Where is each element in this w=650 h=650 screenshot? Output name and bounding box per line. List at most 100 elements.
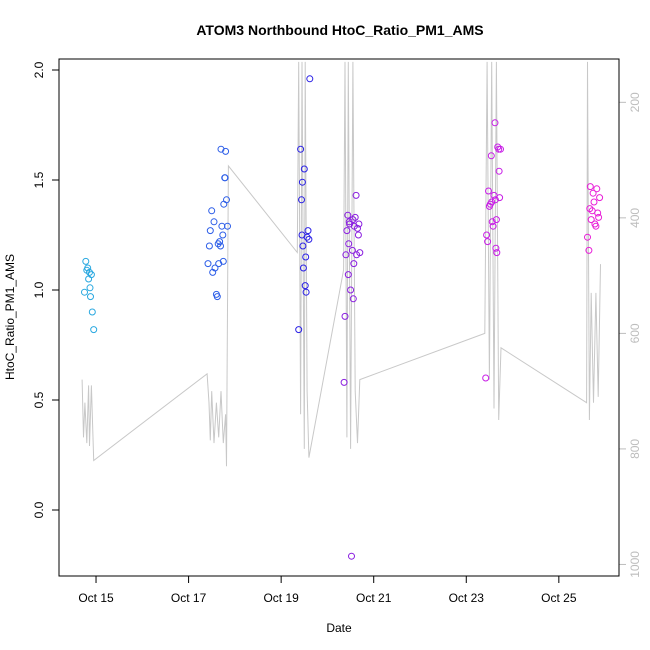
data-point-s3-0: [341, 312, 349, 320]
data-point-s0-3: [84, 264, 92, 272]
data-point-s1-22: [224, 222, 231, 230]
y2-tick-label-1: 400: [628, 208, 642, 228]
data-point-s1-5: [210, 218, 218, 226]
y2-tick-label-4: 1000: [628, 551, 642, 578]
y2-tick-label-2: 600: [628, 323, 642, 343]
y2-tick-label-3: 800: [628, 439, 642, 459]
secondary-line-layer: [81, 61, 601, 467]
y-tick-label-1: 0.5: [32, 391, 46, 408]
data-point-s2-0: [295, 326, 303, 334]
secondary-series-line: [81, 61, 601, 467]
data-point-s3-19: [355, 220, 363, 228]
data-point-s4-1: [483, 231, 491, 239]
data-point-s2-9: [302, 253, 310, 261]
data-point-s1-11: [216, 238, 224, 246]
data-point-s0-7: [87, 293, 94, 301]
data-point-s5-9: [592, 222, 600, 230]
data-point-s2-12: [304, 227, 312, 235]
data-point-s3-17: [354, 224, 361, 232]
data-point-s4-6: [487, 152, 495, 160]
x-axis-label: Date: [326, 621, 352, 635]
data-point-s1-12: [217, 242, 224, 250]
data-point-s3-21: [340, 378, 348, 386]
data-point-s2-5: [299, 242, 307, 250]
axes-layer: Oct 15 Oct 17 Oct 19 Oct 21 Oct 23 Oct 25 0.0 0…: [32, 61, 642, 605]
data-point-s5-6: [589, 189, 597, 197]
chart-title: ATOM3 Northbound HtoC_Ratio_PM1_AMS: [196, 22, 483, 38]
plot-frame: [58, 58, 620, 577]
data-point-s1-21: [223, 196, 230, 204]
data-point-s3-8: [348, 552, 355, 560]
data-point-s2-10: [302, 288, 310, 296]
data-point-s4-2: [484, 238, 492, 246]
data-point-s0-1: [82, 257, 90, 265]
data-point-s0-5: [86, 268, 93, 276]
data-point-s3-3: [344, 211, 352, 219]
data-point-s3-15: [352, 191, 360, 199]
data-point-s5-2: [586, 205, 594, 213]
x-tick-label-4: Oct 23: [449, 591, 485, 605]
x-tick-label-0: Oct 15: [78, 591, 114, 605]
x-tick-label-5: Oct 25: [541, 591, 577, 605]
data-point-s3-7: [347, 286, 355, 294]
data-point-s5-13: [596, 194, 604, 202]
data-point-s1-3: [208, 207, 216, 215]
data-point-s4-12: [491, 196, 499, 204]
data-point-s4-14: [492, 216, 500, 224]
data-point-s4-0: [482, 374, 490, 382]
data-point-s3-14: [351, 213, 359, 221]
data-point-s4-7: [488, 198, 496, 206]
data-point-s3-9: [348, 246, 356, 254]
data-point-s1-8: [213, 293, 221, 301]
data-point-s1-2: [206, 227, 214, 235]
data-point-s2-6: [299, 264, 307, 272]
data-point-s0-6: [86, 284, 94, 292]
data-point-s4-15: [493, 249, 501, 257]
y-axis-label: HtoC_Ratio_PM1_AMS: [3, 254, 17, 380]
data-point-s5-12: [595, 213, 603, 221]
data-point-s2-8: [301, 282, 309, 290]
y-tick-label-0: 0.0: [32, 501, 46, 518]
data-point-s3-1: [342, 251, 350, 259]
data-point-s3-12: [350, 260, 358, 268]
data-point-s4-18: [495, 167, 503, 175]
data-point-s0-10: [90, 326, 98, 334]
data-point-s3-20: [356, 249, 364, 257]
data-point-s5-10: [593, 185, 601, 193]
data-point-s3-10: [349, 216, 357, 224]
data-point-s5-7: [590, 198, 598, 206]
x-tick-label-3: Oct 21: [356, 591, 392, 605]
data-point-s5-4: [587, 216, 595, 224]
data-point-s3-2: [343, 227, 351, 235]
y2-tick-label-0: 200: [628, 92, 642, 112]
data-point-s4-20: [497, 145, 504, 153]
data-point-s4-19: [496, 194, 504, 202]
data-point-s4-13: [492, 244, 500, 252]
data-point-s4-11: [491, 119, 499, 127]
data-point-s1-15: [219, 231, 227, 239]
data-point-s5-1: [585, 246, 593, 254]
y-tick-label-2: 1.0: [32, 281, 46, 298]
data-point-s5-11: [594, 209, 602, 217]
data-point-s0-0: [81, 288, 88, 296]
data-point-s4-8: [488, 218, 496, 226]
data-point-s3-11: [349, 295, 357, 303]
data-point-s5-3: [586, 183, 594, 191]
data-point-s2-4: [298, 178, 306, 186]
x-tick-label-2: Oct 19: [263, 591, 299, 605]
data-point-s1-6: [211, 264, 219, 272]
data-point-s1-19: [221, 174, 229, 182]
y-tick-label-4: 2.0: [32, 61, 46, 78]
data-point-s2-7: [300, 165, 308, 173]
data-point-s1-20: [222, 147, 230, 155]
data-point-s4-9: [489, 222, 497, 230]
data-point-s4-3: [485, 187, 492, 195]
data-point-s0-8: [87, 271, 95, 279]
y-tick-label-3: 1.5: [32, 171, 46, 188]
data-point-s0-9: [88, 308, 96, 316]
data-point-s1-16: [219, 257, 227, 265]
data-point-s2-13: [305, 235, 313, 243]
data-point-s3-4: [345, 240, 353, 248]
data-point-s1-0: [204, 260, 212, 268]
